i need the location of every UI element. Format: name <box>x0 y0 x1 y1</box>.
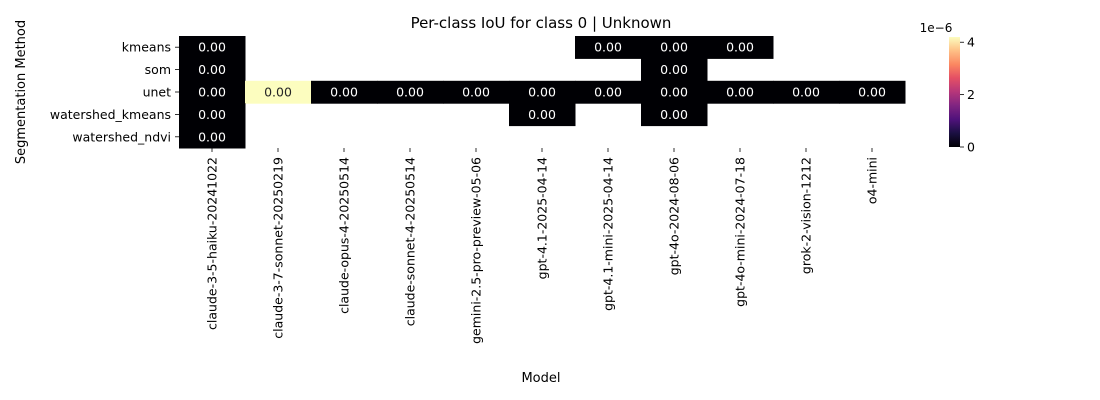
heatmap-cell <box>575 80 642 104</box>
heatmap-cell <box>839 80 906 104</box>
heatmap-cell <box>377 80 444 104</box>
x-tick-label: claude-opus-4-20250514 <box>337 157 352 314</box>
x-tick-label: claude-3-7-sonnet-20250219 <box>271 157 286 339</box>
heatmap-cell-labels: 0.00 0.00 0.00 0.00 0.00 0.00 0.00 0.00 0.00 0.00… <box>198 40 886 145</box>
x-tick-label: claude-3-5-haiku-20241022 <box>205 157 220 330</box>
cell-value-label: 0.00 <box>792 85 820 100</box>
colorbar-tick-label: 2 <box>967 87 975 102</box>
heatmap-cell <box>245 80 312 104</box>
colorbar: 1e−6 0 2 4 <box>920 21 975 155</box>
colorbar-tick-label: 0 <box>967 140 975 155</box>
cell-value-label: 0.00 <box>594 40 622 55</box>
cell-value-label: 0.00 <box>660 62 688 77</box>
heatmap-cell <box>641 80 708 104</box>
x-tick-label: grok-2-vision-1212 <box>799 157 814 274</box>
y-axis-label: Segmentation Method <box>14 20 29 164</box>
y-tick-label: som <box>145 62 171 77</box>
heatmap-cell <box>311 80 378 104</box>
x-tick-label: gpt-4.1-2025-04-14 <box>535 157 550 279</box>
colorbar-gradient <box>949 37 960 147</box>
cell-value-label: 0.00 <box>726 40 754 55</box>
heatmap-cell <box>641 103 708 127</box>
y-tick-label: watershed_kmeans <box>50 107 171 122</box>
cell-value-label: 0.00 <box>726 85 754 100</box>
x-tick-label: gpt-4.1-mini-2025-04-14 <box>601 157 616 311</box>
cell-value-label: 0.00 <box>330 85 358 100</box>
heatmap-cell <box>575 36 642 59</box>
chart-title: Per-class IoU for class 0 | Unknown <box>411 14 672 32</box>
cell-value-label: 0.00 <box>198 85 226 100</box>
cell-value-label: 0.00 <box>198 62 226 77</box>
colorbar-tick-label: 4 <box>967 35 975 50</box>
heatmap-cell <box>707 80 774 104</box>
heatmap-cell <box>509 80 576 104</box>
heatmap-cell <box>509 103 576 127</box>
heatmap-cell <box>179 80 246 104</box>
cell-value-label: 0.00 <box>198 129 226 144</box>
cell-value-label: 0.00 <box>528 85 556 100</box>
x-tick-label: o4-mini <box>865 157 880 204</box>
y-tick-label: kmeans <box>122 40 171 55</box>
cell-value-label: 0.00 <box>462 85 490 100</box>
x-axis: claude-3-5-haiku-20241022 claude-3-7-sonn… <box>205 148 880 344</box>
y-tick-label: watershed_ndvi <box>72 129 171 144</box>
x-axis-label: Model <box>521 371 560 386</box>
heatmap-cell <box>773 80 840 104</box>
cell-value-label: 0.00 <box>198 107 226 122</box>
x-tick-label: gpt-4o-mini-2024-07-18 <box>733 157 748 307</box>
cell-value-label: 0.00 <box>660 107 688 122</box>
heatmap-cell <box>641 36 708 59</box>
cell-value-label: 0.00 <box>264 85 292 100</box>
colorbar-offset-label: 1e−6 <box>920 21 953 35</box>
y-axis: kmeans som unet watershed_kmeans watershed_n… <box>50 40 179 144</box>
heatmap-cell <box>179 36 246 59</box>
cell-value-label: 0.00 <box>858 85 886 100</box>
cell-value-label: 0.00 <box>198 40 226 55</box>
x-tick-label: gemini-2.5-pro-preview-05-06 <box>469 157 484 344</box>
x-tick-label: claude-sonnet-4-20250514 <box>403 157 418 326</box>
heatmap-cell <box>641 58 708 82</box>
cell-value-label: 0.00 <box>528 107 556 122</box>
heatmap-cell <box>443 80 510 104</box>
heatmap-cell <box>179 103 246 127</box>
heatmap-cell <box>179 58 246 82</box>
cell-value-label: 0.00 <box>660 85 688 100</box>
heatmap-cell <box>707 36 774 59</box>
heatmap-cell <box>179 125 246 149</box>
x-tick-label: gpt-4o-2024-08-06 <box>667 157 682 275</box>
cell-value-label: 0.00 <box>660 40 688 55</box>
cell-value-label: 0.00 <box>396 85 424 100</box>
heatmap-cells <box>179 36 906 149</box>
cell-value-label: 0.00 <box>594 85 622 100</box>
y-tick-label: unet <box>143 85 172 100</box>
